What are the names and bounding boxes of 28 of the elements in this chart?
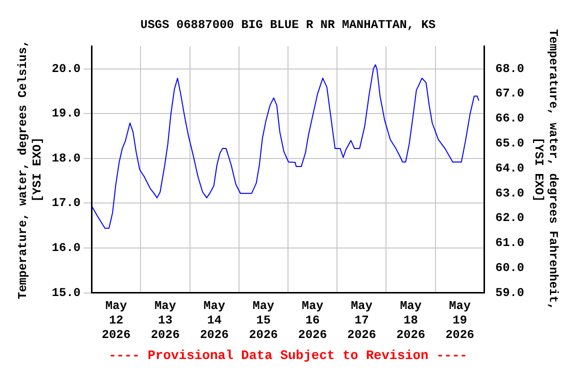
x-tick-label: May 12 2026 bbox=[102, 299, 131, 342]
y2-tick-label: 66.0 bbox=[495, 112, 524, 126]
y2-tick-label: 59.0 bbox=[495, 286, 524, 300]
y2-tick-label: 67.0 bbox=[495, 86, 524, 101]
y-tick-label: 16.0 bbox=[52, 241, 81, 256]
x-tick-label: May 16 2026 bbox=[298, 299, 327, 342]
y2-tick-label: 63.0 bbox=[495, 186, 524, 200]
y2-tick-label: 62.0 bbox=[495, 211, 524, 226]
x-tick-label: May 15 2026 bbox=[249, 299, 278, 342]
y-tick-label: 17.0 bbox=[52, 196, 81, 210]
y-tick-label: 19.0 bbox=[52, 106, 81, 121]
y2-tick-label: 65.0 bbox=[495, 136, 524, 150]
x-tick-label: May 18 2026 bbox=[396, 299, 426, 342]
text: ---- Provisional Data Subject to Revision ---- bbox=[108, 348, 468, 363]
y2-tick-label: 61.0 bbox=[495, 236, 524, 250]
x-tick-label: May 13 2026 bbox=[150, 299, 180, 342]
y2-tick-label: 68.0 bbox=[495, 62, 524, 76]
x-tick-label: May 19 2026 bbox=[445, 299, 474, 342]
chart-title: USGS 06887000 BIG BLUE R NR MANHATTAN, KS bbox=[140, 18, 436, 32]
y-tick-label: 18.0 bbox=[52, 151, 81, 166]
y-axis-title: Temperature, water, degrees Celsius, [YSI EXO] bbox=[16, 40, 45, 300]
y-tick-label: 20.0 bbox=[52, 62, 81, 76]
y2-tick-label: 60.0 bbox=[495, 260, 524, 275]
y-tick-label: 15.0 bbox=[52, 286, 81, 300]
y2-tick-label: 64.0 bbox=[495, 161, 524, 176]
x-tick-label: May 17 2026 bbox=[347, 299, 376, 342]
y2-axis-title: Temperature, water, degrees Fahrenheit, [YSI EXO] bbox=[531, 29, 560, 310]
x-tick-label: May 14 2026 bbox=[200, 299, 229, 342]
